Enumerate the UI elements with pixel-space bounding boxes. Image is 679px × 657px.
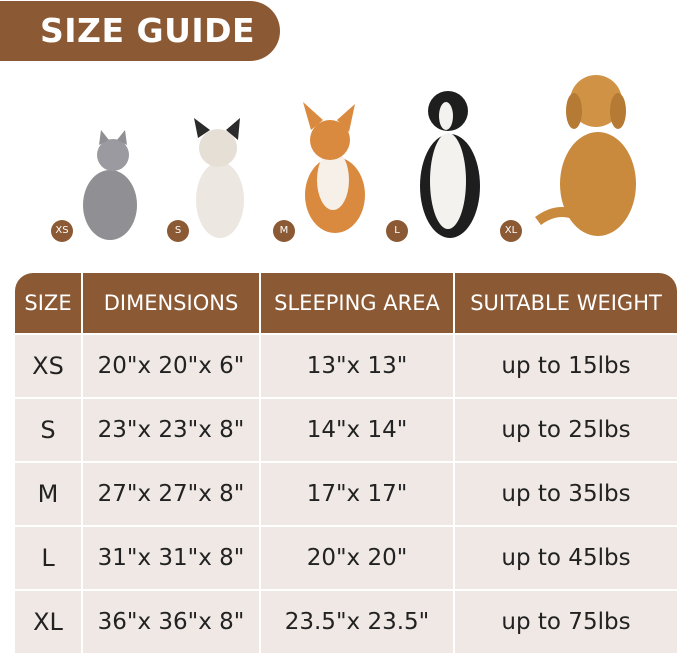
size-badge-s: S — [167, 220, 189, 242]
cell-sleeping-area: 20"x 20" — [261, 527, 453, 589]
header-size: SIZE — [15, 273, 81, 333]
cell-dimensions: 31"x 31"x 8" — [83, 527, 259, 589]
table-header-row: SIZE DIMENSIONS SLEEPING AREA SUITABLE W… — [15, 273, 677, 333]
cell-size: M — [15, 463, 81, 525]
size-badge-m: M — [273, 220, 295, 242]
size-badge-xs: XS — [51, 220, 73, 242]
french-bulldog-image — [194, 118, 244, 238]
size-badge-xl: XL — [500, 220, 522, 242]
cat-image — [83, 130, 137, 240]
corgi-image — [303, 102, 365, 233]
border-collie-image — [420, 91, 480, 238]
cell-dimensions: 27"x 27"x 8" — [83, 463, 259, 525]
header-suitable-weight: SUITABLE WEIGHT — [455, 273, 677, 333]
cell-size: XL — [15, 591, 81, 653]
table-row: XL 36"x 36"x 8" 23.5"x 23.5" up to 75lbs — [15, 591, 677, 653]
cell-suitable-weight: up to 25lbs — [455, 399, 677, 461]
size-guide-title: SIZE GUIDE — [0, 1, 280, 61]
cell-dimensions: 23"x 23"x 8" — [83, 399, 259, 461]
cell-suitable-weight: up to 45lbs — [455, 527, 677, 589]
header-sleeping-area: SLEEPING AREA — [261, 273, 453, 333]
table-row: L 31"x 31"x 8" 20"x 20" up to 45lbs — [15, 527, 677, 589]
cell-size: S — [15, 399, 81, 461]
table-row: S 23"x 23"x 8" 14"x 14" up to 25lbs — [15, 399, 677, 461]
cell-suitable-weight: up to 35lbs — [455, 463, 677, 525]
header-dimensions: DIMENSIONS — [83, 273, 259, 333]
cell-size: L — [15, 527, 81, 589]
cell-dimensions: 20"x 20"x 6" — [83, 335, 259, 397]
size-table: SIZE DIMENSIONS SLEEPING AREA SUITABLE W… — [13, 271, 679, 655]
table-row: M 27"x 27"x 8" 17"x 17" up to 35lbs — [15, 463, 677, 525]
cell-sleeping-area: 13"x 13" — [261, 335, 453, 397]
cell-size: XS — [15, 335, 81, 397]
cell-sleeping-area: 14"x 14" — [261, 399, 453, 461]
table-row: XS 20"x 20"x 6" 13"x 13" up to 15lbs — [15, 335, 677, 397]
cell-suitable-weight: up to 15lbs — [455, 335, 677, 397]
golden-retriever-image — [535, 75, 636, 236]
cell-suitable-weight: up to 75lbs — [455, 591, 677, 653]
cell-dimensions: 36"x 36"x 8" — [83, 591, 259, 653]
cell-sleeping-area: 23.5"x 23.5" — [261, 591, 453, 653]
size-badge-l: L — [386, 220, 408, 242]
cell-sleeping-area: 17"x 17" — [261, 463, 453, 525]
